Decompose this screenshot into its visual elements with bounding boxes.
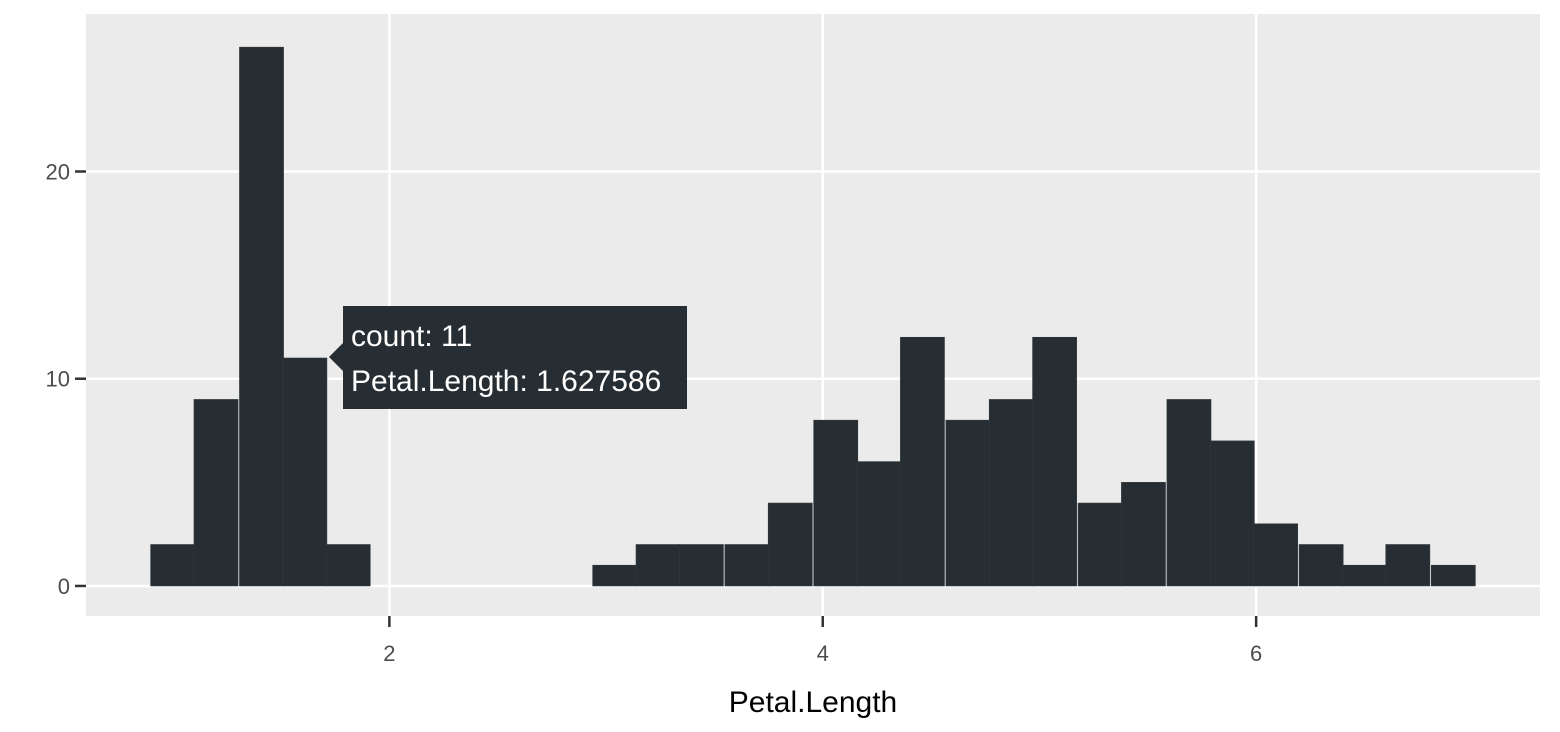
x-tick-label: 4 [817, 641, 829, 666]
bar-tooltip: count: 11 Petal.Length: 1.627586 [329, 306, 687, 409]
histogram-bars[interactable] [150, 46, 1476, 587]
histogram-bar[interactable] [900, 336, 945, 587]
histogram-bar[interactable] [1253, 523, 1298, 587]
histogram-bar[interactable] [1385, 544, 1431, 587]
histogram-bar[interactable] [1121, 482, 1166, 587]
histogram-bar[interactable] [239, 46, 284, 587]
y-tick-label: 20 [46, 159, 70, 184]
x-tick-label: 6 [1250, 641, 1262, 666]
histogram-bar[interactable] [1342, 564, 1387, 587]
tooltip-box [343, 306, 687, 409]
plot-panel [86, 14, 1540, 616]
histogram-bar[interactable] [1032, 336, 1077, 587]
histogram-bar[interactable] [1298, 544, 1344, 587]
histogram-bar[interactable] [988, 399, 1034, 587]
histogram-bar[interactable] [1077, 502, 1123, 587]
histogram-bar[interactable] [282, 357, 328, 587]
histogram-bar[interactable] [1209, 440, 1255, 587]
histogram-bar[interactable] [150, 544, 196, 587]
histogram-bar[interactable] [635, 544, 681, 587]
axes: 2 4 6 0 10 20 [46, 159, 1263, 666]
histogram-bar[interactable] [325, 544, 371, 587]
x-axis-title: Petal.Length [729, 686, 897, 719]
histogram-bar[interactable] [945, 419, 991, 587]
histogram-bar[interactable] [592, 564, 638, 587]
y-tick-label: 0 [58, 574, 70, 599]
histogram-bar[interactable] [193, 399, 239, 587]
y-tick-label: 10 [46, 367, 70, 392]
x-tick-label: 2 [383, 641, 395, 666]
histogram-bar[interactable] [1166, 399, 1212, 587]
tooltip-pointer [329, 343, 343, 371]
tooltip-count-text: count: 11 [351, 320, 472, 353]
histogram-bar[interactable] [856, 461, 902, 587]
histogram-bar[interactable] [724, 544, 770, 587]
histogram-bar[interactable] [679, 544, 724, 587]
histogram-bar[interactable] [767, 502, 813, 587]
histogram-bar[interactable] [813, 419, 859, 587]
tooltip-petal-length-text: Petal.Length: 1.627586 [351, 365, 661, 398]
histogram-bar[interactable] [1430, 564, 1476, 587]
